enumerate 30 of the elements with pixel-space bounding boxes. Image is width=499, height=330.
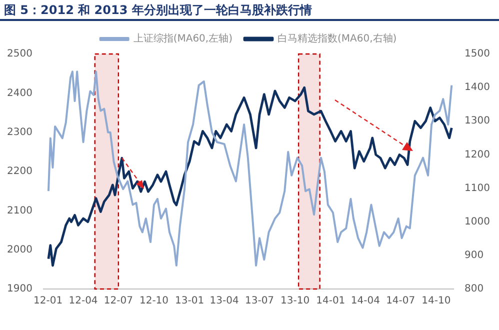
x-tick-label: 12-04 [68, 296, 98, 307]
x-tick-label: 14-04 [350, 296, 380, 307]
y-tick-label: 2300 [6, 126, 32, 138]
y-tick-label: 2400 [6, 88, 32, 99]
y-tick-label: 2200 [6, 166, 32, 178]
y2-tick-label: 900 [464, 250, 484, 262]
x-tick-label: 14-01 [316, 296, 346, 307]
x-tick-label: 13-04 [210, 296, 239, 307]
x-tick-label: 13-01 [175, 296, 204, 307]
y-tick-label: 2100 [6, 205, 32, 216]
x-tick-label: 13-07 [244, 296, 274, 307]
legend-label: 上证综指(MA60,左轴) [133, 32, 233, 45]
x-tick-label: 12-10 [139, 296, 169, 307]
x-tick-label: 12-07 [104, 296, 133, 307]
y2-tick-label: 800 [464, 284, 484, 295]
y-tick-label: 2500 [6, 48, 32, 60]
x-tick-label: 14-07 [386, 296, 416, 307]
y2-tick-label: 1100 [464, 182, 490, 194]
x-tick-label: 14-10 [422, 296, 451, 307]
x-tick-label: 12-01 [34, 296, 63, 307]
y2-tick-label: 1200 [464, 149, 490, 160]
y2-tick-label: 1300 [464, 116, 490, 127]
y2-tick-label: 1000 [464, 216, 490, 228]
legend-label: 白马精选指数(MA60,右轴) [278, 32, 397, 45]
y2-tick-label: 1500 [464, 48, 490, 60]
y-tick-label: 2000 [6, 244, 32, 256]
x-tick-label: 13-10 [280, 296, 310, 307]
chart-title: 图 5：2012 和 2013 年分别出现了一轮白马股补跌行情 [4, 2, 312, 19]
y-tick-label: 1900 [6, 284, 32, 295]
y2-tick-label: 1400 [464, 82, 490, 94]
